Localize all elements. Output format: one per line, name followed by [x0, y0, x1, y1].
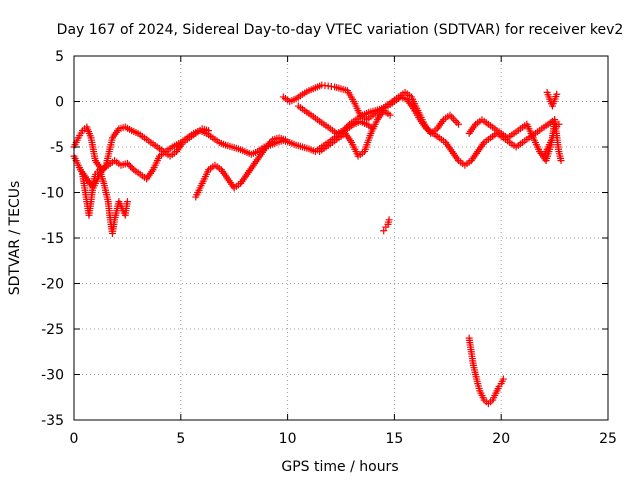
y-tick-label: -25 — [41, 322, 64, 338]
data-point — [344, 122, 352, 130]
y-tick-label: 0 — [55, 95, 64, 111]
data-point — [342, 123, 350, 131]
data-point — [386, 111, 394, 119]
x-tick-label: 10 — [279, 431, 297, 447]
x-tick-label: 0 — [70, 431, 79, 447]
series-track-g — [316, 107, 394, 160]
data-point — [454, 120, 462, 128]
y-tick-label: -15 — [41, 231, 64, 247]
data-point — [380, 227, 388, 235]
y-tick-label: -10 — [41, 186, 64, 202]
data-point — [499, 375, 507, 383]
y-tick-label: 5 — [55, 49, 64, 65]
data-point — [205, 127, 213, 135]
data-point — [127, 163, 135, 171]
y-axis-label: SDTVAR / TECUs — [7, 181, 23, 296]
x-ticks: 0 5 10 15 20 25 — [70, 56, 617, 447]
x-tick-label: 20 — [492, 431, 510, 447]
y-ticks: 5 0 -5 -10 -15 -20 -25 -30 -35 — [41, 49, 608, 429]
data-point — [128, 164, 136, 172]
series-track-f — [294, 93, 559, 169]
data-point — [123, 159, 131, 167]
x-tick-label: 5 — [176, 431, 185, 447]
data-point — [123, 198, 131, 206]
data-points — [70, 81, 565, 408]
data-point — [553, 90, 561, 98]
series-track-i — [540, 116, 565, 165]
data-point — [557, 157, 565, 165]
series-dip-20 — [465, 334, 507, 408]
y-tick-label: -5 — [50, 140, 64, 156]
data-point — [281, 136, 289, 144]
data-point — [125, 161, 133, 169]
y-tick-label: -35 — [41, 413, 64, 429]
series-outlier-15 — [380, 216, 393, 235]
series-isolated-points — [543, 88, 561, 110]
x-tick-label: 15 — [385, 431, 403, 447]
chart-title: Day 167 of 2024, Sidereal Day-to-day VTE… — [57, 22, 624, 38]
y-tick-label: -20 — [41, 277, 64, 293]
data-point — [385, 216, 393, 224]
series-track-c — [79, 166, 131, 237]
y-tick-label: -30 — [41, 368, 64, 384]
x-axis-label: GPS time / hours — [281, 459, 398, 475]
series-track-d — [192, 134, 289, 201]
x-tick-label: 25 — [599, 431, 617, 447]
